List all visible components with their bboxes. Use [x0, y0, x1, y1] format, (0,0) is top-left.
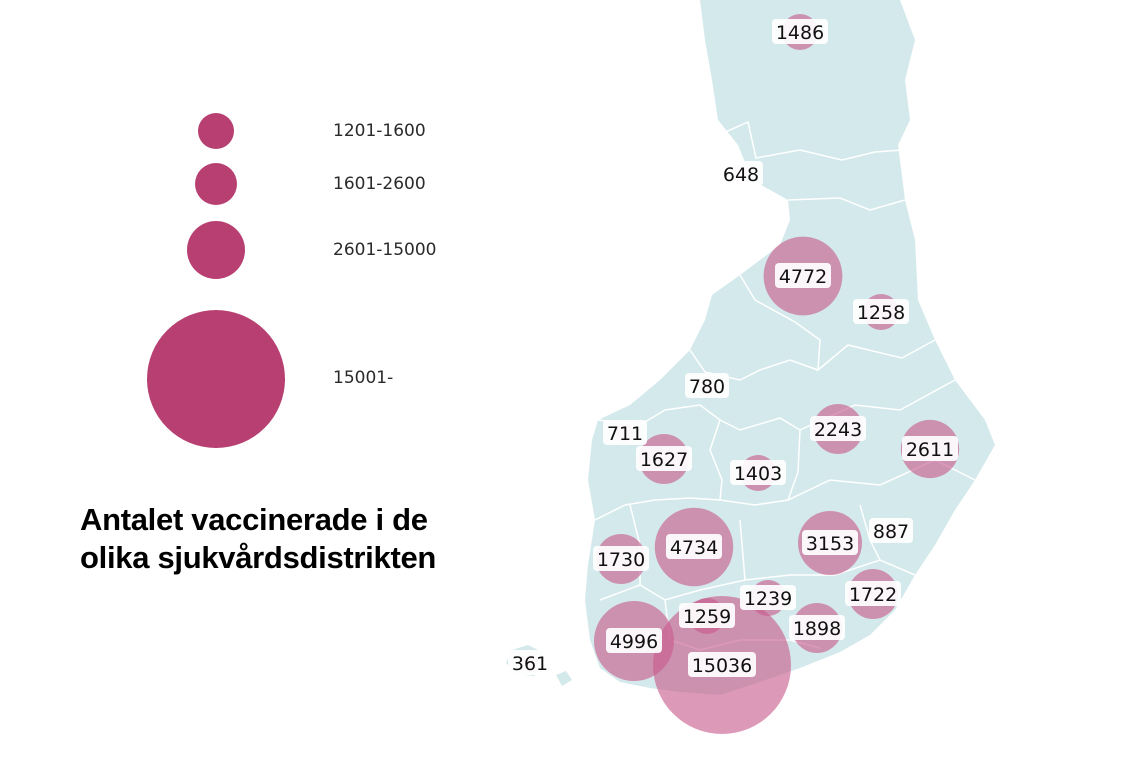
- district-label-box: [789, 615, 845, 640]
- district-label-1258: 1258: [853, 299, 909, 324]
- district-label-1730: 1730: [593, 546, 649, 571]
- legend-label-1201-1600: 1201-1600: [333, 121, 426, 141]
- legend-bubble-2601-15000: [187, 221, 245, 279]
- district-label-box: [666, 534, 722, 559]
- district-value: 2611: [906, 439, 954, 461]
- district-label-box: [593, 546, 649, 571]
- legend: [147, 113, 285, 448]
- district-value: 2243: [814, 419, 862, 441]
- district-value: 4734: [670, 537, 718, 559]
- district-value: 1403: [734, 463, 782, 485]
- district-value: 1258: [857, 302, 905, 324]
- district-label-box: [685, 373, 729, 398]
- district-value: 1259: [683, 606, 731, 628]
- district-label-711: 711: [603, 420, 647, 445]
- district-label-box: [869, 518, 913, 543]
- district-label-1898: 1898: [789, 615, 845, 640]
- legend-bubble-15001-: [147, 310, 285, 448]
- district-value: 3153: [806, 533, 854, 555]
- district-label-2243: 2243: [810, 416, 866, 441]
- district-value: 1627: [640, 449, 688, 471]
- district-label-887: 887: [869, 518, 913, 543]
- district-label-1486: 1486: [772, 19, 828, 44]
- district-value: 4772: [779, 266, 827, 288]
- district-label-4734: 4734: [666, 534, 722, 559]
- district-label-box: [802, 530, 858, 555]
- district-label-2611: 2611: [902, 436, 958, 461]
- district-value: 361: [512, 653, 548, 675]
- legend-label-2601-15000: 2601-15000: [333, 240, 437, 260]
- district-label-1627: 1627: [636, 446, 692, 471]
- district-label-box: [508, 650, 552, 675]
- district-value: 711: [607, 423, 643, 445]
- district-value: 1722: [849, 584, 897, 606]
- district-label-780: 780: [685, 373, 729, 398]
- title-line-2: olika sjukvårdsdistrikten: [80, 540, 437, 575]
- district-value: 887: [873, 521, 909, 543]
- legend-label-15001: 15001-: [333, 368, 394, 388]
- archipelago-island: [556, 671, 572, 686]
- district-label-3153: 3153: [802, 530, 858, 555]
- district-label-box: [679, 603, 735, 628]
- district-label-box: [740, 585, 796, 610]
- district-label-1239: 1239: [740, 585, 796, 610]
- district-value: 15036: [692, 655, 752, 677]
- title-line-1: Antalet vaccinerade i de: [80, 502, 428, 537]
- legend-bubble-1601-2600: [195, 163, 237, 205]
- district-label-box: [636, 446, 692, 471]
- district-label-box: [719, 161, 763, 186]
- legend-bubble-1201-1600: [198, 113, 234, 149]
- district-label-box: [730, 460, 786, 485]
- district-label-4772: 4772: [775, 263, 831, 288]
- district-label-1722: 1722: [845, 581, 901, 606]
- district-label-1259: 1259: [679, 603, 735, 628]
- district-value: 1239: [744, 588, 792, 610]
- district-label-box: [775, 263, 831, 288]
- district-value: 4996: [610, 631, 658, 653]
- district-label-box: [688, 652, 756, 677]
- district-label-4996: 4996: [606, 628, 662, 653]
- district-label-box: [606, 628, 662, 653]
- district-value: 648: [723, 164, 759, 186]
- district-label-box: [853, 299, 909, 324]
- district-value: 780: [689, 376, 725, 398]
- district-label-box: [810, 416, 866, 441]
- district-value: 1486: [776, 22, 824, 44]
- district-value: 1898: [793, 618, 841, 640]
- district-label-648: 648: [719, 161, 763, 186]
- district-value: 1730: [597, 549, 645, 571]
- district-label-box: [772, 19, 828, 44]
- district-label-1403: 1403: [730, 460, 786, 485]
- district-label-361: 361: [508, 650, 552, 675]
- district-label-box: [603, 420, 647, 445]
- district-label-box: [902, 436, 958, 461]
- legend-label-1601-2600: 1601-2600: [333, 174, 426, 194]
- district-label-15036: 15036: [688, 652, 756, 677]
- district-label-box: [845, 581, 901, 606]
